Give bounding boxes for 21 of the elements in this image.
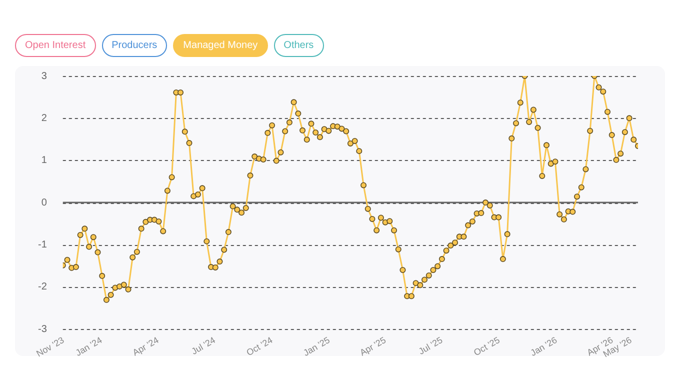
x-tick-label: Jul '24	[190, 334, 217, 356]
y-tick-label: 3	[41, 70, 48, 82]
y-tick-label: 2	[41, 112, 48, 124]
y-tick-label: 1	[41, 155, 48, 166]
x-tick-label: Apr '24	[130, 334, 160, 358]
x-tick-label: Jan '25	[302, 334, 332, 358]
x-tick-label: Jan '26	[528, 334, 559, 358]
x-tick-label: Jul '25	[416, 334, 444, 356]
legend-label: Open Interest	[15, 34, 96, 57]
x-tick-label: Oct '24	[244, 334, 274, 358]
x-tick-label: Apr '25	[358, 334, 388, 358]
y-tick-label: 0	[41, 197, 48, 208]
y-tick-label: -2	[38, 282, 48, 293]
y-tick-label: -3	[38, 324, 48, 335]
y-tick-label: -1	[38, 239, 48, 250]
text: Managed Money	[173, 34, 268, 57]
x-tick-label: Oct '25	[472, 334, 502, 358]
x-tick-label: Jan '24	[74, 334, 104, 358]
legend-label: Others	[274, 34, 324, 57]
legend-label: Producers	[102, 34, 168, 57]
x-tick-label: Nov '23	[34, 334, 66, 359]
